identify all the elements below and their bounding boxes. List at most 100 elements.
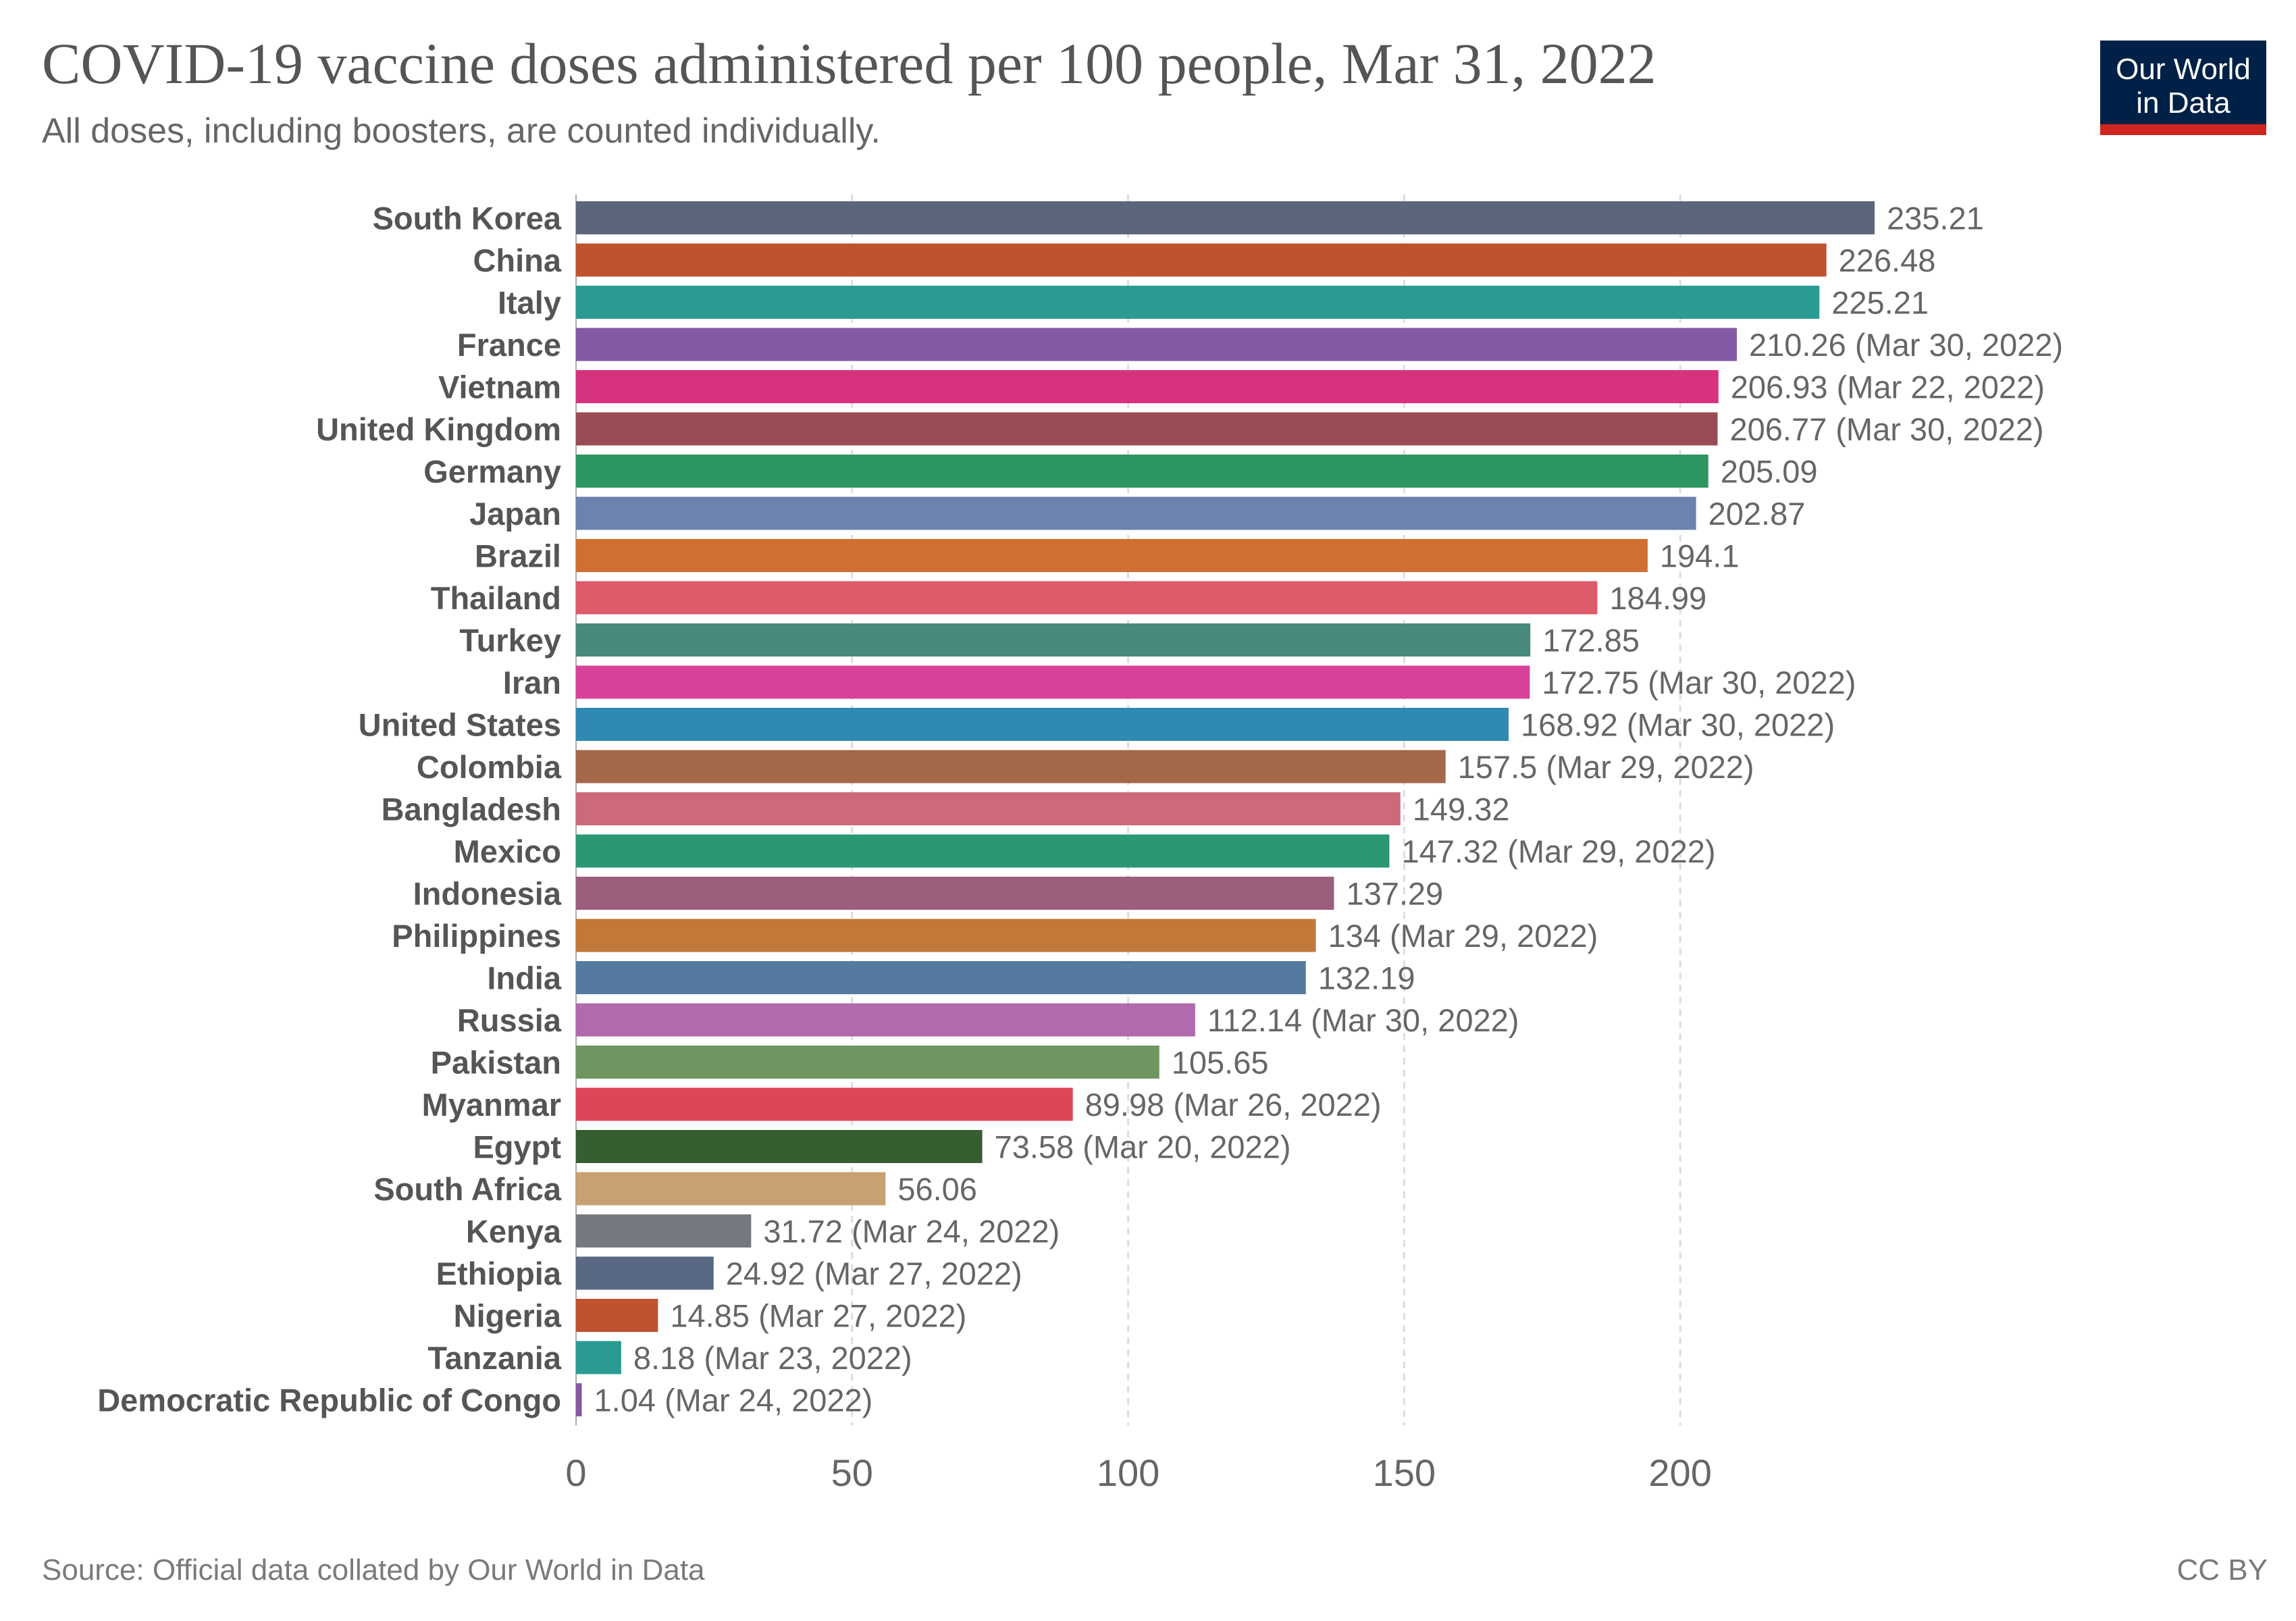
category-label: India [487,960,562,996]
value-label: 134 (Mar 29, 2022) [1328,918,1598,954]
bar[interactable] [576,1046,1159,1079]
bar-row[interactable]: Kenya 31.72 (Mar 24, 2022) [466,1214,1060,1250]
value-label: 206.93 (Mar 22, 2022) [1731,369,2045,405]
bar-row[interactable]: Indonesia 137.29 [413,876,1444,912]
value-label: 147.32 (Mar 29, 2022) [1401,833,1715,869]
bar-row[interactable]: Japan 202.87 [469,496,1805,532]
bar-row[interactable]: India 132.19 [487,960,1415,996]
category-label: United Kingdom [316,411,561,447]
value-label: 172.85 [1542,623,1640,659]
category-label: Philippines [392,918,561,954]
source-note: Source: Official data collated by Our Wo… [42,1553,705,1587]
value-label: 235.21 [1887,201,1984,236]
category-label: Russia [457,1002,562,1038]
bar-row[interactable]: Thailand 184.99 [431,580,1706,616]
bar[interactable] [576,496,1696,530]
bar[interactable] [576,581,1598,615]
bar[interactable] [576,412,1718,446]
value-label: 206.77 (Mar 30, 2022) [1729,411,2043,447]
bar-row[interactable]: Pakistan 105.65 [431,1045,1269,1081]
value-label: 157.5 (Mar 29, 2022) [1458,749,1754,785]
bar[interactable] [576,243,1827,277]
bar[interactable] [576,1341,621,1374]
category-label: Brazil [475,538,561,574]
category-label: Germany [423,454,561,490]
category-label: United States [359,707,561,743]
bar[interactable] [576,1130,983,1163]
bar[interactable] [576,1087,1073,1121]
bar[interactable] [576,665,1530,699]
bar[interactable] [576,919,1316,952]
bar-row[interactable]: United States 168.92 (Mar 30, 2022) [359,707,1835,743]
value-label: 105.65 [1172,1045,1269,1081]
bar-row[interactable]: Egypt 73.58 (Mar 20, 2022) [473,1129,1290,1165]
value-label: 172.75 (Mar 30, 2022) [1542,665,1856,700]
bar[interactable] [576,1256,714,1290]
bar-row[interactable]: China 226.48 [473,242,1935,278]
value-label: 132.19 [1318,960,1415,996]
value-label: 184.99 [1609,580,1706,616]
category-label: Democratic Republic of Congo [97,1383,561,1418]
category-label: Italy [498,285,561,321]
bar[interactable] [576,961,1306,994]
bar[interactable] [576,708,1509,741]
bar[interactable] [576,750,1446,783]
bar[interactable] [576,834,1390,868]
bar-row[interactable]: Philippines 134 (Mar 29, 2022) [392,918,1598,954]
category-label: France [457,327,561,363]
bar-row[interactable]: Mexico 147.32 (Mar 29, 2022) [454,833,1716,869]
bar[interactable] [576,328,1738,361]
bar-row[interactable]: Nigeria 14.85 (Mar 27, 2022) [454,1298,967,1334]
bar-row[interactable]: South Korea 235.21 [373,201,1984,236]
value-label: 168.92 (Mar 30, 2022) [1521,707,1835,743]
category-label: South Africa [373,1171,562,1207]
bar-row[interactable]: Myanmar 89.98 (Mar 26, 2022) [422,1087,1382,1123]
license-link[interactable]: CC BY [2176,1553,2268,1587]
value-label: 31.72 (Mar 24, 2022) [763,1214,1060,1250]
category-label: Colombia [417,749,562,785]
category-label: Thailand [431,580,561,616]
bar-row[interactable]: Tanzania 8.18 (Mar 23, 2022) [427,1340,912,1376]
x-axis-ticks: 0 50 100 150 200 [565,1451,1711,1494]
bar[interactable] [576,370,1719,403]
bar-row[interactable]: United Kingdom 206.77 (Mar 30, 2022) [316,411,2043,447]
chart-subtitle: All doses, including boosters, are count… [42,111,881,151]
bar-chart: South Korea 235.21 China 226.48 Italy 225.21 F… [97,195,2063,1494]
logo-line-2: in Data [2136,86,2230,120]
value-label: 112.14 (Mar 30, 2022) [1207,1002,1519,1038]
bar[interactable] [576,1214,752,1247]
bar-row[interactable]: France 210.26 (Mar 30, 2022) [457,327,2063,363]
bar-row[interactable]: South Africa 56.06 [373,1171,977,1207]
value-label: 205.09 [1721,454,1818,490]
bar[interactable] [576,1299,658,1332]
bar[interactable] [576,286,1820,319]
bar-row[interactable]: Ethiopia 24.92 (Mar 27, 2022) [436,1256,1022,1291]
bar[interactable] [576,1003,1195,1037]
category-label: South Korea [373,201,562,236]
category-label: Japan [469,496,561,532]
logo-line-1: Our World [2116,53,2251,86]
bar-row[interactable]: Brazil 194.1 [475,538,1740,574]
bar-row[interactable]: Iran 172.75 (Mar 30, 2022) [503,665,1856,700]
bar[interactable] [576,1383,582,1416]
bar-row[interactable]: Turkey 172.85 [459,623,1640,659]
value-label: 202.87 [1708,496,1806,532]
bar[interactable] [576,792,1401,825]
category-label: Nigeria [454,1298,562,1334]
bar-row[interactable]: Russia 112.14 (Mar 30, 2022) [457,1002,1519,1038]
bar[interactable] [576,455,1708,488]
bar-row[interactable]: Italy 225.21 [498,285,1929,321]
bar-row[interactable]: Bangladesh 149.32 [382,792,1510,827]
x-tick-label: 0 [565,1451,586,1494]
bar-row[interactable]: Democratic Republic of Congo 1.04 (Mar 24… [97,1383,872,1418]
bar[interactable] [576,201,1875,234]
category-label: Mexico [454,833,561,869]
bar[interactable] [576,877,1334,910]
owid-logo[interactable]: Our World in Data [2100,41,2266,135]
bar[interactable] [576,1172,886,1206]
bar[interactable] [576,623,1531,657]
bar-row[interactable]: Germany 205.09 [423,454,1817,490]
bar-row[interactable]: Vietnam 206.93 (Mar 22, 2022) [438,369,2045,405]
bar-row[interactable]: Colombia 157.5 (Mar 29, 2022) [417,749,1754,785]
bar[interactable] [576,539,1648,572]
